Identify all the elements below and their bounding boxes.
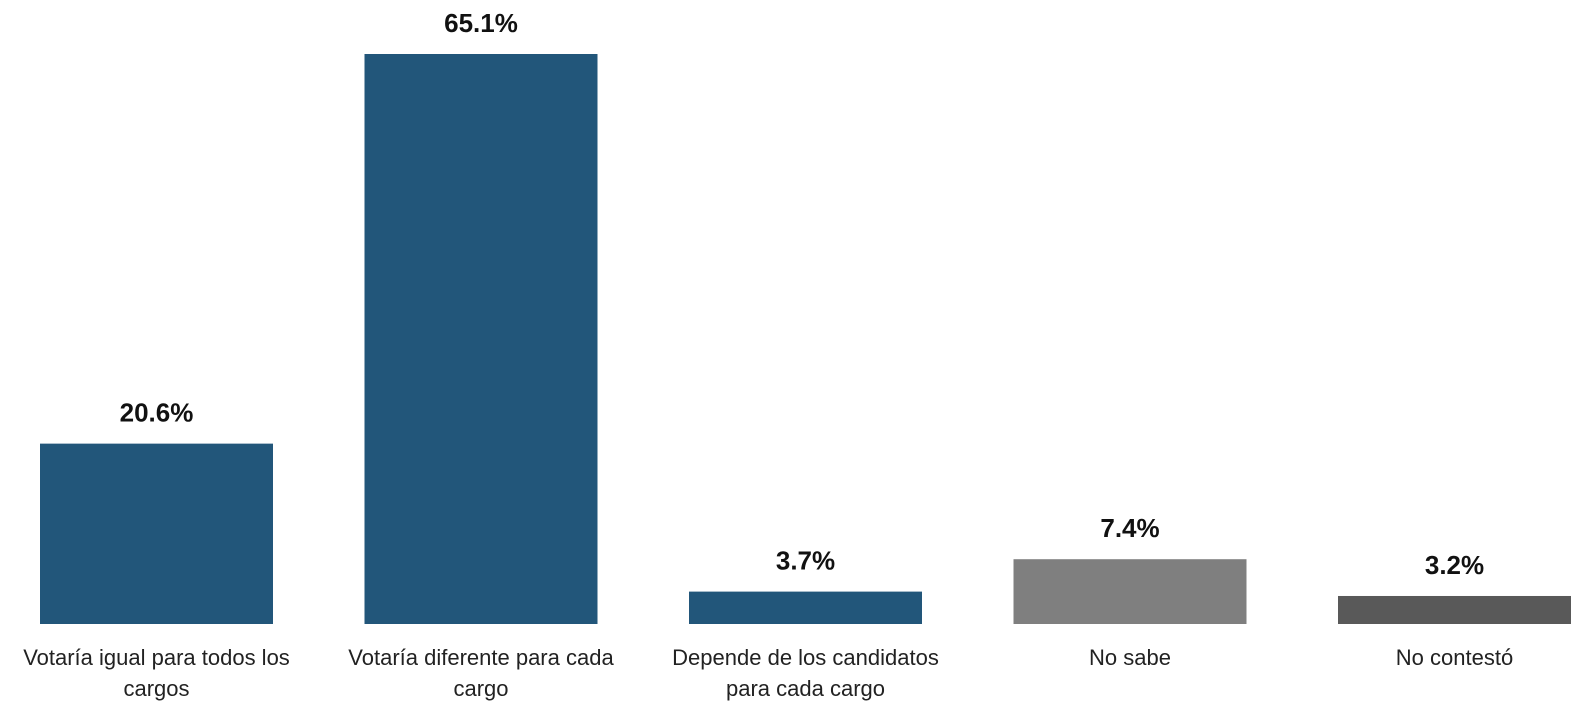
value-label: 3.7% [776,546,835,576]
bar [40,443,273,624]
bar [364,54,598,624]
value-label: 7.4% [1100,513,1159,543]
bar [1338,595,1571,624]
bar [689,591,922,624]
category-label: Votaría diferente para cada cargo [348,645,614,701]
category-label: No contestó [1395,645,1514,670]
value-label: 3.2% [1425,550,1484,580]
value-label: 20.6% [120,398,194,428]
bar [1013,559,1247,624]
category-label: Depende de los candidatos para cada carg… [672,645,939,701]
category-label: Votaría igual para todos los cargos [23,645,290,701]
value-label: 65.1% [444,8,518,38]
category-label: No sabe [1089,645,1171,670]
